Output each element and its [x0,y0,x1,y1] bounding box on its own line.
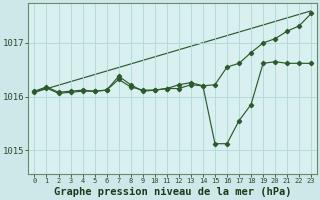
X-axis label: Graphe pression niveau de la mer (hPa): Graphe pression niveau de la mer (hPa) [54,187,292,197]
